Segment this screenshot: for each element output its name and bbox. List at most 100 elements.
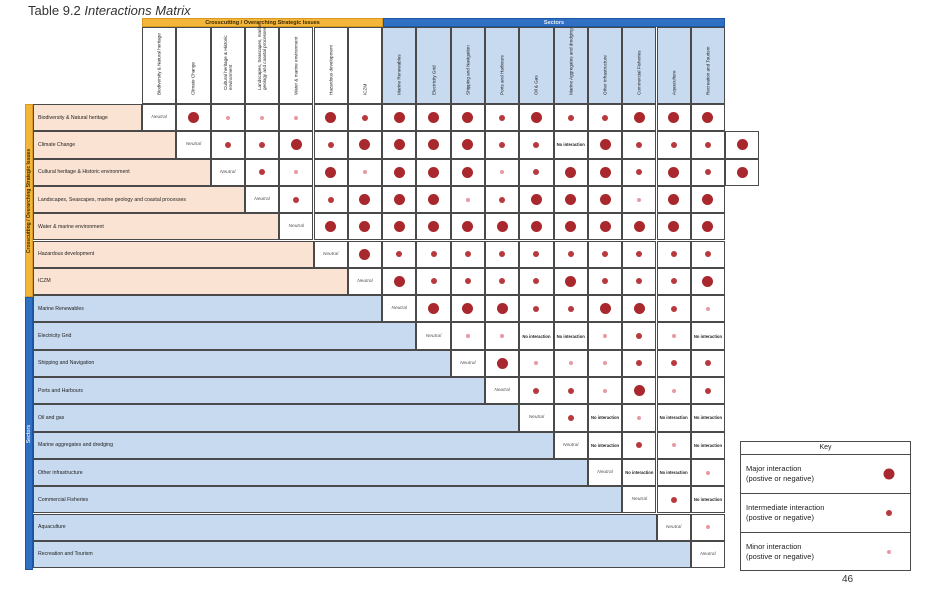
matrix-cell: [587, 185, 623, 214]
matrix-cell: [622, 240, 657, 268]
neutral-text: Neutral: [391, 306, 407, 312]
matrix-cell: No interaction: [656, 404, 691, 432]
matrix-cell: [313, 213, 348, 241]
matrix-cell: [485, 295, 520, 323]
column-header-label: Recreation and Tourism: [705, 46, 711, 95]
key-label-line2: (postive or negative): [746, 512, 814, 522]
matrix-cell: [622, 322, 657, 350]
inter-interaction-dot: [224, 141, 231, 148]
major-interaction-dot: [428, 139, 440, 151]
key-label-line1: Minor interaction: [746, 541, 802, 551]
inter-interaction-dot: [533, 387, 540, 394]
inter-interaction-dot: [259, 169, 266, 176]
matrix-cell: Neutral: [485, 377, 520, 405]
matrix-cell: [244, 104, 280, 132]
major-interaction-dot: [736, 166, 748, 178]
inter-interaction-dot: [396, 251, 403, 258]
major-interaction-dot: [393, 194, 405, 206]
key-title: Key: [741, 442, 910, 455]
inter-interaction-dot: [567, 414, 574, 421]
major-interaction-dot: [359, 139, 371, 151]
matrix-cell: [690, 295, 726, 323]
matrix-cell: Neutral: [142, 104, 177, 132]
major-interaction-dot: [633, 303, 645, 315]
matrix-cell: [519, 295, 554, 323]
matrix-cell: [519, 185, 554, 214]
matrix-cell: [656, 377, 691, 405]
column-header-label: Marine Aggregates and dredging: [568, 28, 574, 95]
column-header-label: Electricity Grid: [431, 65, 437, 95]
inter-interaction-dot: [430, 278, 437, 285]
matrix-cell: [485, 267, 520, 296]
inter-interaction-dot: [704, 387, 711, 394]
matrix-cell: [347, 158, 383, 186]
matrix-cell: [416, 213, 451, 241]
inter-interaction-dot: [704, 360, 711, 367]
column-header-label: Ports and Harbours: [499, 55, 505, 95]
column-header: Shipping and Navigation: [450, 27, 485, 104]
matrix-cell: Neutral: [279, 213, 314, 241]
matrix-cell: [416, 267, 451, 296]
inter-interaction-dot: [670, 305, 677, 312]
major-interaction-dot: [702, 112, 714, 124]
no-interaction-text: No interaction: [659, 470, 688, 476]
matrix-cell: [553, 295, 588, 323]
row-label: Marine Renewables: [33, 295, 383, 323]
neutral-text: Neutral: [597, 470, 613, 476]
inter-interaction-dot: [636, 141, 643, 148]
matrix-cell: [622, 267, 657, 296]
column-header-label: Oil & Gas: [533, 75, 539, 95]
neutral-text: Neutral: [185, 142, 202, 148]
matrix-cell: [553, 404, 588, 432]
inter-interaction-dot: [636, 442, 643, 449]
major-interaction-dot: [702, 221, 714, 233]
column-header: Recreation and Tourism: [690, 27, 726, 104]
major-interaction-dot: [428, 303, 440, 315]
inter-interaction-dot: [670, 141, 677, 148]
minor-interaction-dot: [705, 525, 710, 530]
matrix-cell: [210, 131, 245, 159]
row-label: Water & marine environment: [33, 213, 280, 241]
key-row: Minor interaction (postive or negative): [741, 532, 910, 571]
inter-interaction-dot: [533, 251, 540, 258]
matrix-cell: [279, 158, 314, 186]
major-interaction-dot: [702, 194, 714, 206]
inter-interaction-dot: [567, 305, 574, 312]
matrix-cell: [382, 158, 417, 186]
matrix-cell: [450, 240, 485, 268]
matrix-cell: [587, 213, 623, 241]
matrix-cell: [313, 185, 348, 214]
matrix-cell: [587, 267, 623, 296]
matrix-cell: [725, 131, 760, 159]
major-interaction-dot: [565, 194, 577, 206]
matrix-cell: [485, 131, 520, 159]
column-header: Ports and Harbours: [485, 27, 520, 104]
matrix-cell: [416, 240, 451, 268]
matrix-cell: Neutral: [382, 295, 417, 323]
matrix-cell: [622, 213, 657, 241]
matrix-cell: [690, 458, 726, 487]
matrix-cell: Neutral: [450, 349, 485, 377]
minor-interaction-dot: [705, 306, 710, 311]
matrix-cell: Neutral: [313, 240, 348, 268]
major-interaction-dot: [599, 221, 611, 233]
major-interaction-dot: [530, 221, 542, 233]
major-interaction-dot: [462, 139, 474, 151]
major-interaction-dot: [668, 221, 680, 233]
major-interaction-dot: [565, 166, 577, 178]
column-header-label: Aquaculture: [671, 70, 677, 95]
minor-interaction-dot: [705, 470, 710, 475]
matrix-cell: [656, 213, 691, 241]
matrix-cell: [279, 185, 314, 214]
matrix-cell: Neutral: [622, 486, 657, 514]
column-header: Landscapes, Seascapes, marine geology an…: [244, 23, 280, 104]
inter-interaction-dot: [327, 141, 334, 148]
matrix-cell: [587, 158, 623, 186]
major-interaction-dot: [668, 166, 680, 178]
major-interaction-dot: [187, 112, 199, 124]
major-interaction-dot: [462, 221, 474, 233]
matrix-cell: [587, 131, 623, 159]
major-interaction-dot: [565, 275, 577, 287]
page-number: 46: [842, 574, 854, 585]
matrix-cell: [244, 158, 280, 186]
